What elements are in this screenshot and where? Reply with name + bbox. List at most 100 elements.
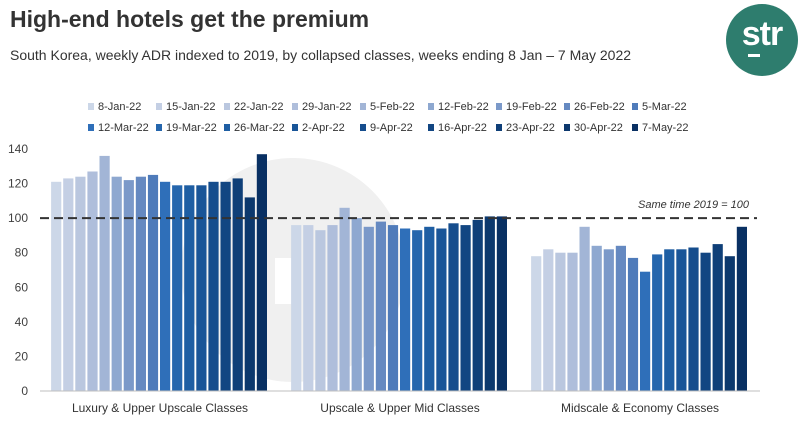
bar <box>232 178 243 391</box>
bar <box>496 216 507 391</box>
bar <box>387 225 399 391</box>
bar <box>63 178 74 391</box>
bar <box>111 176 122 391</box>
legend-swatch <box>88 103 94 110</box>
legend-swatch <box>564 103 570 110</box>
bar <box>303 225 314 391</box>
bar <box>472 219 483 391</box>
bar <box>400 228 411 391</box>
bar <box>291 225 302 391</box>
bar <box>172 185 183 391</box>
bar <box>87 171 98 391</box>
y-tick-label: 60 <box>15 280 29 294</box>
y-tick-label: 40 <box>15 315 29 329</box>
bar <box>208 181 219 391</box>
legend-swatch <box>428 124 434 131</box>
bar <box>736 226 747 391</box>
legend-label: 8-Jan-22 <box>98 101 141 113</box>
chart-subtitle: South Korea, weekly ADR indexed to 2019,… <box>10 47 632 63</box>
legend-swatch <box>224 103 230 110</box>
legend-label: 23-Apr-22 <box>506 122 555 134</box>
bar <box>436 228 447 391</box>
legend-label: 12-Mar-22 <box>98 122 149 134</box>
bar <box>220 181 231 391</box>
category-label: Upscale & Upper Mid Classes <box>320 401 479 415</box>
bars <box>51 154 747 391</box>
bar <box>339 207 350 391</box>
legend-label: 19-Feb-22 <box>506 101 557 113</box>
legend: 8-Jan-22 15-Jan-22 22-Jan-22 29-Jan-22 5-Feb… <box>88 101 688 134</box>
legend-swatch <box>292 124 298 131</box>
legend-swatch <box>360 124 366 131</box>
legend-label: 19-Mar-22 <box>166 122 217 134</box>
legend-label: 22-Jan-22 <box>234 101 284 113</box>
bar <box>327 225 338 391</box>
chart-title: High-end hotels get the premium <box>10 6 370 32</box>
legend-swatch <box>564 124 570 131</box>
bar <box>603 249 614 391</box>
bar <box>543 249 554 391</box>
legend-swatch <box>156 103 162 110</box>
bar <box>567 252 578 391</box>
legend-label: 30-Apr-22 <box>574 122 623 134</box>
bar <box>579 226 590 391</box>
bar <box>412 230 423 391</box>
legend-swatch <box>632 103 638 110</box>
legend-label: 9-Apr-22 <box>370 122 413 134</box>
str-logo-underline <box>748 54 760 57</box>
y-tick-label: 80 <box>15 246 29 260</box>
y-tick-label: 0 <box>21 384 28 398</box>
legend-label: 26-Feb-22 <box>574 101 625 113</box>
str-logo: str <box>726 4 798 76</box>
y-tick-label: 120 <box>8 177 28 191</box>
bar <box>676 249 687 391</box>
bar <box>135 176 146 391</box>
bar <box>555 252 566 391</box>
legend-label: 15-Jan-22 <box>166 101 216 113</box>
bar <box>99 155 110 391</box>
legend-label: 5-Mar-22 <box>642 101 687 113</box>
legend-swatch <box>496 124 502 131</box>
legend-swatch <box>428 103 434 110</box>
bar <box>196 185 207 391</box>
bar <box>700 252 711 391</box>
bar <box>615 245 626 391</box>
bar <box>424 226 435 391</box>
bar <box>375 221 386 391</box>
legend-swatch <box>224 124 230 131</box>
bar <box>724 256 735 391</box>
bar <box>652 254 663 391</box>
y-tick-label: 140 <box>8 142 28 156</box>
bar <box>244 197 255 391</box>
bar <box>351 218 362 391</box>
bar <box>184 185 195 391</box>
legend-swatch <box>292 103 298 110</box>
legend-label: 7-May-22 <box>642 122 688 134</box>
bar <box>664 249 675 391</box>
bar <box>627 257 639 391</box>
bar <box>484 216 495 391</box>
x-axis: Luxury & Upper Upscale Classes Upscale & … <box>40 390 760 415</box>
legend-label: 5-Feb-22 <box>370 101 415 113</box>
legend-swatch <box>156 124 162 131</box>
bar <box>460 225 471 391</box>
bar <box>688 247 699 391</box>
legend-label: 2-Apr-22 <box>302 122 345 134</box>
bar <box>51 181 62 391</box>
legend-swatch <box>496 103 502 110</box>
legend-label: 26-Mar-22 <box>234 122 285 134</box>
legend-swatch <box>88 124 94 131</box>
bar <box>147 174 159 391</box>
bar <box>256 154 267 391</box>
bar <box>123 180 134 391</box>
bar <box>640 271 651 391</box>
category-label: Luxury & Upper Upscale Classes <box>72 401 248 415</box>
y-tick-label: 100 <box>8 211 28 225</box>
legend-swatch <box>360 103 366 110</box>
bar <box>531 256 542 391</box>
bar <box>363 226 374 391</box>
y-tick-label: 20 <box>15 349 29 363</box>
reference-line: Same time 2019 = 100 <box>40 199 757 220</box>
bar <box>160 181 171 391</box>
